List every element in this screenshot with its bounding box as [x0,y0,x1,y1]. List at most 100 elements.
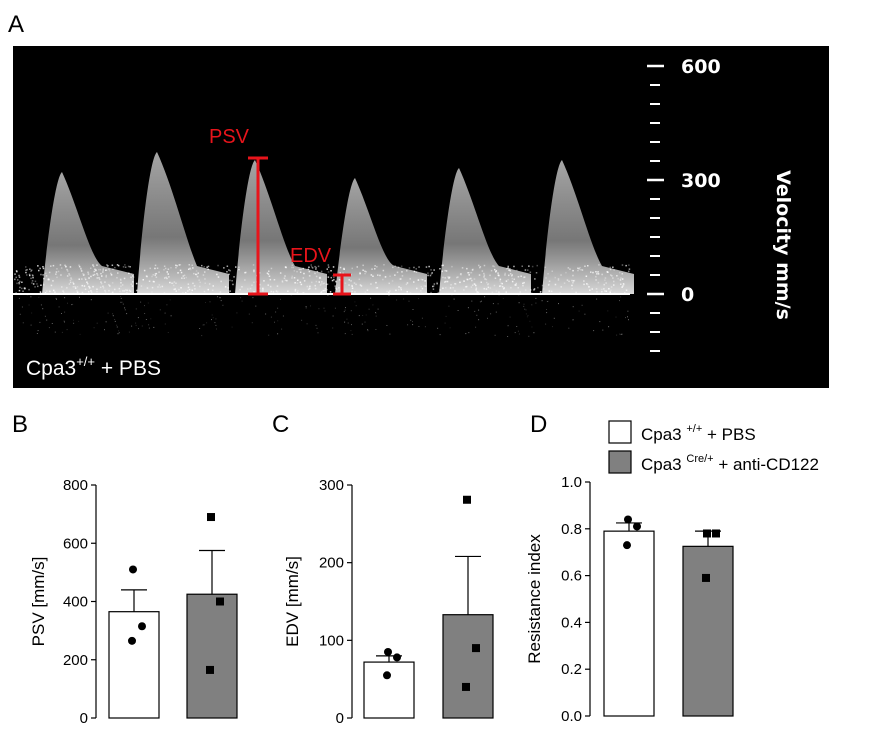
doppler-speckle [187,290,189,292]
doppler-speckle [281,280,284,282]
doppler-noise [144,305,145,307]
doppler-speckle [216,273,218,276]
doppler-speckle [389,275,391,277]
psv-label: PSV [209,126,250,148]
panel-letter-c: C [272,411,289,438]
doppler-speckle [199,285,201,288]
doppler-beat [137,152,229,294]
doppler-speckle [108,268,110,270]
doppler-speckle [275,290,278,292]
doppler-speckle [188,288,191,291]
doppler-speckle [128,272,130,275]
doppler-speckle [175,290,177,292]
doppler-speckle [603,288,605,290]
doppler-speckle [311,267,314,269]
doppler-noise [140,301,142,303]
doppler-speckle [529,289,532,291]
doppler-speckle [48,279,50,281]
psv-marker [248,156,268,296]
doppler-noise [30,296,32,298]
doppler-speckle [159,286,162,288]
doppler-noise [367,330,369,332]
doppler-speckle [454,283,456,285]
doppler-speckle [330,270,332,272]
doppler-speckle [519,291,521,293]
doppler-speckle [297,279,299,281]
doppler-speckle [40,292,42,294]
doppler-speckle [507,279,509,281]
doppler-speckle [68,283,71,285]
doppler-speckle [537,286,539,289]
doppler-speckle [106,265,109,268]
doppler-speckle [628,268,631,270]
doppler-noise [166,304,168,306]
doppler-noise [350,310,352,312]
bar [682,545,734,717]
doppler-noise [28,304,30,306]
doppler-noise [112,313,114,315]
doppler-speckle [508,274,510,277]
y-tick-label: 0.8 [561,521,582,538]
doppler-noise [164,323,166,325]
doppler-speckle [595,271,597,273]
doppler-noise [494,334,496,336]
doppler-speckle [550,290,553,293]
doppler-speckle [207,288,209,291]
doppler-speckle [309,285,311,288]
doppler-noise [124,307,126,309]
doppler-speckle [494,277,497,279]
doppler-noise [344,321,346,323]
y-tick-label: 0.2 [561,661,582,678]
legend-swatch-anti-cd122 [608,450,632,474]
doppler-speckle [348,284,350,286]
doppler-noise [120,296,122,297]
doppler-speckle [203,290,206,293]
doppler-speckle [499,280,501,282]
doppler-speckle [106,264,108,266]
doppler-noise [79,296,80,298]
doppler-speckle [567,267,570,269]
doppler-speckle [262,287,264,290]
legend-label-pbs: Cpa3 +/+ + PBS [641,423,756,444]
doppler-noise [255,305,257,307]
doppler-speckle [281,281,284,283]
doppler-speckle [42,267,45,270]
doppler-speckle [80,267,82,270]
doppler-speckle [76,291,79,294]
doppler-speckle [193,272,195,275]
doppler-speckle [413,281,415,283]
doppler-speckle [450,284,452,286]
doppler-speckle [333,279,335,281]
doppler-speckle [112,268,114,270]
doppler-noise [282,315,284,317]
doppler-speckle [291,277,293,279]
doppler-noise [547,300,549,302]
doppler-noise [396,299,398,301]
doppler-speckle [339,272,341,274]
doppler-noise [19,313,21,315]
data-point [623,541,631,550]
doppler-speckle [441,270,443,273]
doppler-speckle [571,284,573,287]
doppler-speckle [554,276,556,279]
doppler-noise [351,324,352,326]
doppler-speckle [523,276,525,279]
doppler-speckle [376,287,379,289]
doppler-speckle [489,287,492,289]
doppler-speckle [69,279,72,282]
doppler-speckle [515,282,517,285]
doppler-noise [66,329,68,331]
doppler-speckle [320,270,323,273]
doppler-noise [546,301,548,302]
doppler-speckle [581,269,584,271]
doppler-speckle [595,279,597,281]
doppler-noise [602,329,604,331]
doppler-noise [492,303,494,305]
doppler-speckle [448,276,451,279]
doppler-speckle [497,272,499,274]
y-tick-label: 0 [336,710,344,727]
doppler-speckle [263,280,265,282]
doppler-speckle [610,274,612,276]
doppler-speckle [509,273,512,275]
doppler-speckle [81,291,84,294]
